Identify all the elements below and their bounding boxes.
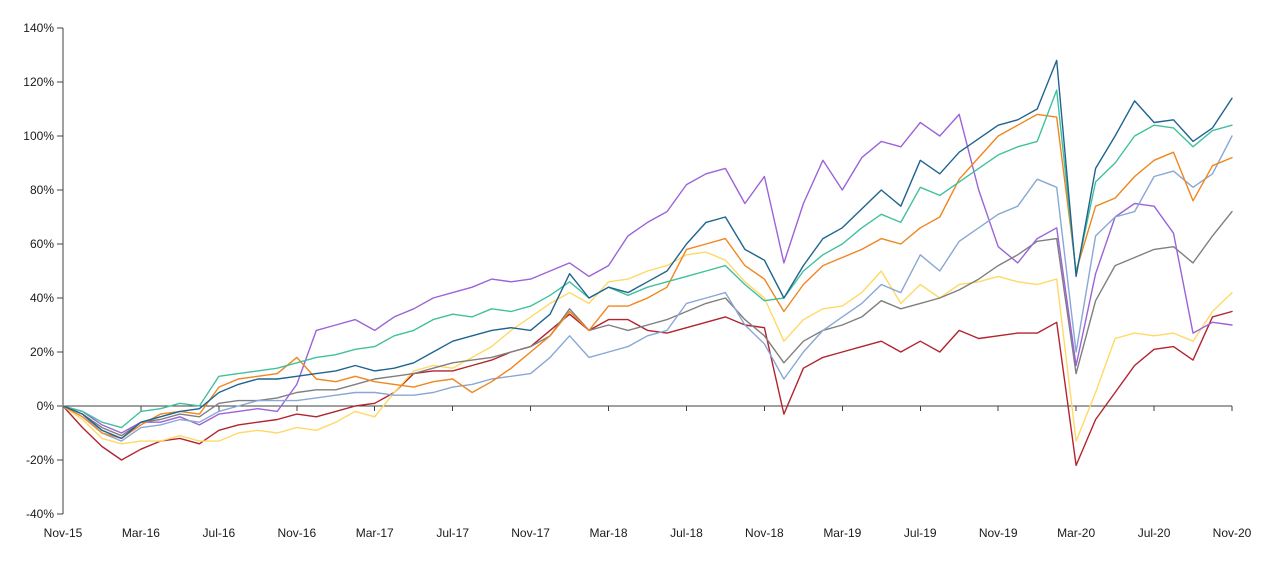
x-axis-tick-label: Mar-17 — [356, 526, 394, 540]
y-axis-tick-label: 80% — [30, 183, 54, 197]
x-axis-tick-label: Nov-16 — [277, 526, 316, 540]
series-line-purple — [62, 113, 1233, 434]
x-axis-tick-label: Jul-20 — [1138, 526, 1171, 540]
x-axis-tick-label: Nov-20 — [1213, 526, 1252, 540]
x-axis-tick-label: Mar-16 — [122, 526, 160, 540]
series-line-orange — [62, 113, 1233, 440]
x-axis-tick-label: Nov-19 — [979, 526, 1018, 540]
y-axis-tick-label: 20% — [30, 345, 54, 359]
y-axis-tick-label: 40% — [30, 291, 54, 305]
y-axis-tick-label: -40% — [26, 507, 54, 521]
series-line-green — [62, 89, 1233, 429]
y-axis-tick-label: 60% — [30, 237, 54, 251]
series-line-light-blue — [62, 135, 1233, 442]
y-axis-tick-label: 0% — [37, 399, 55, 413]
y-axis-tick-label: 140% — [23, 21, 54, 35]
x-axis-tick-label: Nov-17 — [511, 526, 550, 540]
series-line-dark-red — [62, 310, 1233, 467]
series-line-dark-blue — [62, 59, 1233, 440]
x-axis-tick-label: Nov-15 — [44, 526, 83, 540]
x-axis-tick-label: Mar-19 — [823, 526, 861, 540]
x-axis-tick-label: Nov-18 — [745, 526, 784, 540]
x-axis-tick-label: Jul-17 — [436, 526, 469, 540]
series-line-yellow — [62, 251, 1233, 445]
y-axis-tick-label: 120% — [23, 75, 54, 89]
x-axis-tick-label: Jul-16 — [203, 526, 236, 540]
y-axis-tick-label: -20% — [26, 453, 54, 467]
y-axis-tick-label: 100% — [23, 129, 54, 143]
x-axis-tick-label: Mar-18 — [590, 526, 628, 540]
x-axis-tick-label: Mar-20 — [1057, 526, 1095, 540]
x-axis-tick-label: Jul-18 — [670, 526, 703, 540]
x-axis-tick-label: Jul-19 — [904, 526, 937, 540]
